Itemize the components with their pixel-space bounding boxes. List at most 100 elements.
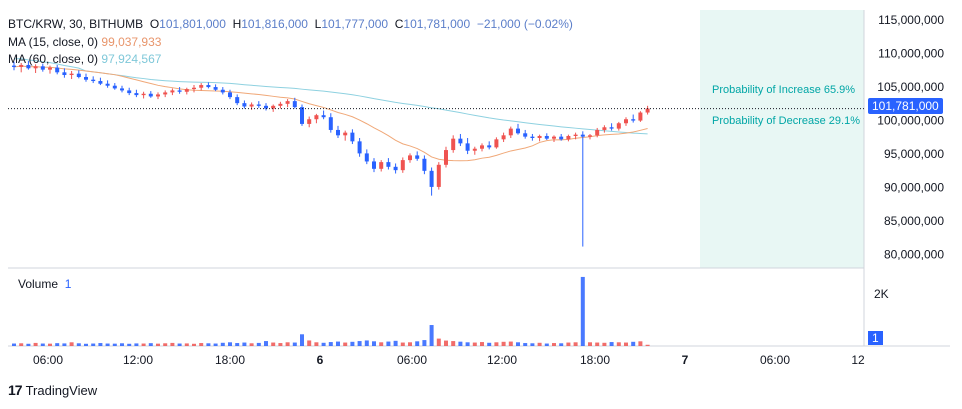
candle-body <box>602 127 607 130</box>
candle-body <box>292 101 297 108</box>
volume-tick-label: 2K <box>874 287 889 301</box>
ma15-legend[interactable]: MA (15, close, 0) 99,037,933 <box>8 35 161 49</box>
candle-body <box>84 77 88 80</box>
volume-bar <box>134 343 139 346</box>
x-tick-label: 12:00 <box>487 353 517 367</box>
open-value: 101,801,000 <box>159 17 226 31</box>
volume-bar <box>62 343 67 346</box>
volume-bar <box>458 341 463 346</box>
volume-bar <box>444 340 448 346</box>
x-tick-label: 6 <box>317 353 324 367</box>
candle-body <box>566 135 571 140</box>
candle-body <box>170 90 175 93</box>
probability-decrease: Probability of Decrease 29.1% <box>712 115 860 127</box>
symbol-label[interactable]: BTC/KRW, 30, BITHUMB <box>8 17 144 31</box>
x-tick-label: 06:00 <box>760 353 790 367</box>
y-tick-label: 80,000,000 <box>884 248 944 262</box>
ohlc-legend: BTC/KRW, 30, BITHUMB O101,801,000 H101,8… <box>8 17 573 31</box>
probability-increase: Probability of Increase 65.9% <box>712 84 856 96</box>
volume-bar <box>69 342 74 346</box>
y-tick-label: 105,000,000 <box>877 80 944 94</box>
candle-body <box>451 138 456 151</box>
ma60-legend[interactable]: MA (60, close, 0) 97,924,567 <box>8 52 161 66</box>
volume-bar <box>573 342 578 346</box>
close-value: 101,781,000 <box>403 17 471 31</box>
volume-legend[interactable]: Volume 1 <box>18 277 71 291</box>
candle-body <box>422 158 427 171</box>
volume-bar <box>170 342 175 346</box>
volume-bar <box>228 342 232 346</box>
volume-bar <box>451 341 456 346</box>
volume-bar <box>631 341 636 346</box>
candle-body <box>249 104 254 107</box>
volume-bar <box>487 342 492 346</box>
candle-body <box>235 97 240 104</box>
volume-bar <box>645 344 650 346</box>
forecast-region <box>700 10 864 268</box>
volume-bar <box>148 343 153 346</box>
candle-body <box>300 107 304 124</box>
candle-body <box>177 90 182 92</box>
candle-body <box>638 112 643 121</box>
candle-body <box>76 73 81 78</box>
candle-body <box>69 73 74 76</box>
volume-bar <box>537 342 542 346</box>
volume-bar <box>55 343 60 346</box>
last-price-tag: 101,781,000 <box>868 98 943 114</box>
candle-body <box>112 85 117 89</box>
candle-body <box>350 132 355 142</box>
volume-bar <box>235 343 240 346</box>
x-tick-label: 12:00 <box>123 353 153 367</box>
volume-bar <box>609 342 614 346</box>
candle-body <box>271 105 276 109</box>
volume-bar <box>220 342 225 346</box>
volume-bar <box>328 342 333 346</box>
volume-bar <box>580 276 585 346</box>
volume-bar <box>588 342 592 346</box>
volume-bar <box>163 343 168 346</box>
candle-body <box>220 89 225 93</box>
volume-bar <box>393 340 398 346</box>
candle-body <box>314 115 319 120</box>
y-tick-label: 115,000,000 <box>878 13 944 27</box>
candle-body <box>624 119 628 124</box>
candle-body <box>444 150 448 165</box>
candle-body <box>192 87 196 90</box>
x-axis-ticks: 06:00 12:00 18:00 6 06:00 12:00 18:00 7 06:00 12 <box>33 353 865 367</box>
volume-bar <box>638 341 643 346</box>
candle-body <box>357 141 362 154</box>
candle-body <box>307 119 312 124</box>
volume-bar <box>379 342 384 346</box>
volume-bar <box>400 342 405 346</box>
volume-bar <box>264 341 268 346</box>
candle-body <box>156 94 160 97</box>
x-tick-label: 7 <box>682 353 689 367</box>
volume-bar <box>192 343 196 346</box>
volume-bar <box>177 343 182 346</box>
candle-body <box>631 119 636 121</box>
candle-body <box>393 166 398 171</box>
ma15-path <box>13 65 648 162</box>
volume-bar <box>300 334 304 346</box>
volume-bar <box>386 341 391 346</box>
candle-body <box>645 108 650 113</box>
volume-bar <box>141 343 146 346</box>
volume-bar <box>278 343 283 346</box>
volume-bar <box>566 342 571 346</box>
volume-bar <box>91 343 96 346</box>
candle-body <box>199 85 204 88</box>
candle-body <box>609 127 614 129</box>
candle-body <box>588 135 592 137</box>
candle-body <box>400 160 405 171</box>
candle-body <box>336 129 340 136</box>
volume-bar <box>429 325 434 346</box>
candle-body <box>573 134 578 136</box>
x-tick-label: 18:00 <box>580 353 610 367</box>
volume-bar <box>616 342 621 346</box>
candle-body <box>458 138 463 144</box>
volume-bar <box>156 343 160 346</box>
footer-branding[interactable]: 17 TradingView <box>8 382 97 398</box>
volume-bar <box>408 342 412 346</box>
volume-value: 1 <box>64 277 72 291</box>
